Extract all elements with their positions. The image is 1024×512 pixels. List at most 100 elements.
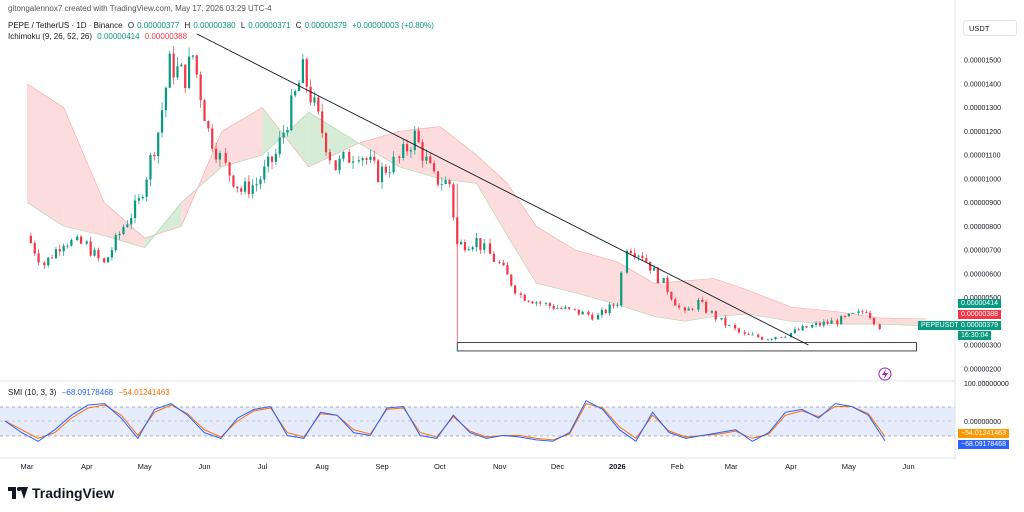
- tradingview-logo[interactable]: TradingView: [8, 485, 114, 501]
- smi-legend[interactable]: SMI (10, 3, 3) −68.09178468 −54.01241463: [8, 388, 173, 397]
- candle-body: [818, 323, 822, 326]
- price-tick-3: 0.00001200: [964, 129, 1001, 136]
- lightning-icon[interactable]: [878, 367, 892, 381]
- candle-body: [160, 110, 164, 133]
- candle-body: [33, 243, 36, 254]
- candle-body: [492, 253, 495, 262]
- ichimoku-legend[interactable]: Ichimoku (9, 26, 52, 26) 0.00000414 0.00…: [8, 32, 190, 41]
- time-tick-10: 2026: [609, 462, 626, 471]
- candle-body: [110, 250, 113, 258]
- candle-body: [211, 128, 214, 149]
- candle-body: [743, 332, 746, 334]
- candle-body: [224, 153, 227, 163]
- cloud-segment: [684, 278, 714, 322]
- candle-body: [97, 249, 100, 259]
- candle-body: [878, 324, 881, 329]
- candle-body: [822, 321, 825, 326]
- time-tick-8: Nov: [493, 462, 507, 471]
- candle-body: [236, 186, 239, 189]
- smi-value-1: −68.09178468: [61, 388, 114, 397]
- cloud-segment: [713, 278, 749, 317]
- candle-body: [556, 308, 559, 309]
- cloud-top-badge: 0.00000414: [958, 299, 1001, 308]
- candle-body: [851, 313, 854, 314]
- candle-body: [429, 156, 432, 164]
- price-axis[interactable]: 0.00001500 0.00001400 0.00001300 0.00001200…: [964, 58, 1001, 374]
- time-tick-2: May: [138, 462, 152, 471]
- candle-body: [321, 111, 324, 134]
- candle-body: [317, 97, 320, 112]
- candle-body: [814, 323, 818, 326]
- candle-body: [432, 163, 436, 172]
- candle-body: [452, 184, 455, 218]
- price-tick-6: 0.00000900: [964, 200, 1001, 207]
- candle-body: [448, 180, 451, 185]
- candle-body: [126, 224, 129, 227]
- candle-body: [79, 236, 83, 244]
- cloud-segment: [439, 126, 477, 184]
- candle-body: [240, 188, 243, 192]
- price-tick-2: 0.00001300: [964, 105, 1001, 112]
- cloud-bottom-badge: 0.00000388: [958, 310, 1001, 319]
- candle-body: [218, 153, 222, 160]
- created-note: gitongalennox7 created with TradingView.…: [8, 4, 272, 13]
- high-value: 0.00000380: [193, 21, 236, 30]
- candle-body: [54, 249, 58, 259]
- candle-body: [766, 339, 769, 341]
- candle-body: [662, 277, 665, 283]
- descending-trendline: [196, 33, 809, 346]
- price-tick-8: 0.00000700: [964, 248, 1001, 255]
- candle-body: [784, 336, 787, 338]
- price-tick-7: 0.00000800: [964, 224, 1001, 231]
- cloud-segment: [476, 155, 508, 236]
- candle-body: [89, 241, 92, 256]
- time-axis[interactable]: Mar Apr May Jun Jul Aug Sep Oct Nov Dec 2026 Feb Mar…: [21, 462, 915, 471]
- currency-selector[interactable]: USDT: [963, 20, 1017, 36]
- candle-body: [122, 226, 125, 234]
- candle-body: [328, 152, 332, 161]
- candle-body: [164, 87, 168, 111]
- low-value: 0.00000371: [248, 21, 291, 30]
- ohlc-legend[interactable]: PEPE / TetherUS · 1D · Binance O 0.000003…: [8, 21, 437, 30]
- candle-body: [683, 307, 686, 311]
- price-badge: 0.00000379: [958, 321, 1001, 330]
- candle-body: [463, 242, 467, 251]
- cloud-span-b-line: [26, 111, 927, 327]
- candle-body: [58, 249, 61, 252]
- cloud-segment: [399, 126, 440, 179]
- smi-lines: [4, 400, 886, 443]
- smi-tick-0: 0.00000000: [964, 419, 1001, 426]
- candle-body: [670, 292, 673, 300]
- candle-body: [301, 59, 304, 84]
- symbol-title[interactable]: PEPE / TetherUS · 1D · Binance: [8, 21, 123, 30]
- candle-body: [552, 305, 555, 309]
- time-tick-1: Apr: [81, 462, 93, 471]
- candle-body: [737, 328, 741, 333]
- candle-body: [861, 311, 864, 313]
- candle-body: [801, 325, 804, 331]
- candle-body: [701, 299, 704, 302]
- candle-body: [388, 172, 391, 174]
- candle-body: [652, 267, 656, 271]
- candle-body: [324, 133, 328, 153]
- candle-body: [608, 304, 611, 314]
- support-box: [456, 183, 917, 352]
- time-tick-6: Sep: [375, 462, 388, 471]
- candles: [29, 45, 881, 341]
- candle-body: [600, 309, 604, 315]
- time-tick-4: Jul: [258, 462, 268, 471]
- candle-body: [145, 179, 148, 197]
- trendline[interactable]: [196, 33, 809, 346]
- candle-body: [357, 160, 360, 162]
- candle-body: [180, 64, 183, 67]
- candle-body: [620, 272, 623, 306]
- candle-body: [687, 308, 690, 311]
- candle-body: [633, 253, 636, 257]
- candle-body: [811, 325, 814, 328]
- candle-body: [365, 158, 368, 160]
- candle-body: [523, 294, 526, 301]
- time-tick-7: Oct: [434, 462, 447, 471]
- open-label: O: [127, 21, 135, 30]
- candle-body: [577, 309, 580, 315]
